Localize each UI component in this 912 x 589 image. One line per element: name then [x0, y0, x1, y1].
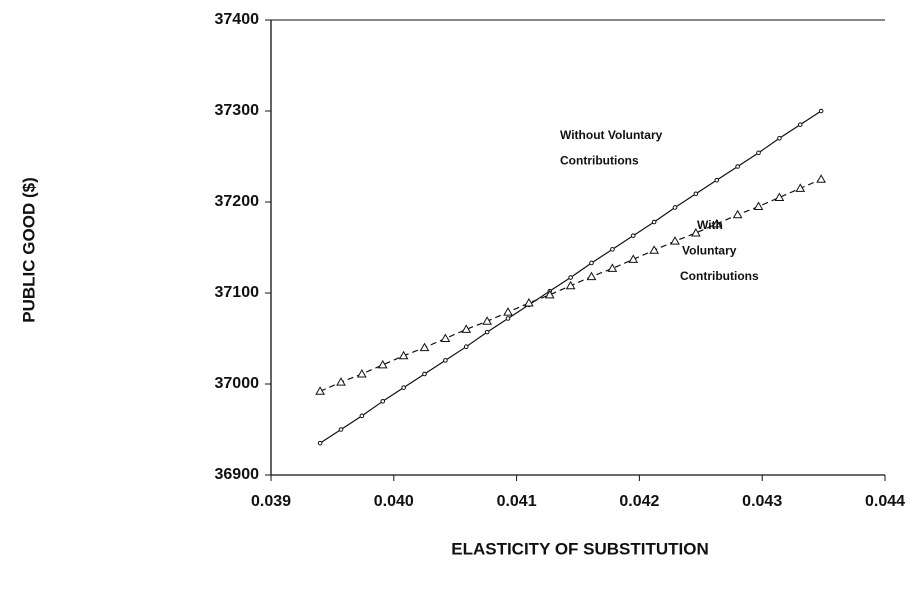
x-tick-label: 0.042	[619, 493, 659, 510]
point	[732, 209, 743, 219]
point	[630, 233, 636, 238]
point	[691, 227, 701, 237]
point	[816, 174, 827, 183]
point	[443, 358, 448, 363]
point	[818, 108, 824, 114]
point	[735, 164, 740, 169]
x-tick-label: 0.039	[251, 493, 291, 510]
point	[756, 150, 761, 156]
y-tick-label: 37300	[215, 102, 260, 119]
annotation: Contributions	[680, 269, 759, 283]
point	[544, 289, 555, 299]
point	[524, 298, 534, 307]
point	[317, 440, 323, 446]
point	[359, 413, 365, 419]
point	[377, 359, 388, 369]
point	[753, 201, 764, 211]
point	[568, 275, 573, 280]
point	[463, 344, 469, 349]
point	[651, 219, 657, 225]
x-tick-label: 0.041	[497, 493, 537, 510]
y-axis-label: PUBLIC GOOD ($)	[19, 177, 38, 322]
x-tick-label: 0.043	[742, 493, 782, 510]
point	[610, 247, 615, 252]
point	[482, 316, 492, 325]
point	[693, 191, 699, 197]
y-tick-label: 37100	[215, 284, 260, 301]
point	[714, 177, 720, 183]
point	[336, 377, 346, 386]
annotation: Contributions	[560, 154, 639, 168]
point	[649, 245, 659, 254]
point	[440, 333, 451, 342]
point	[672, 205, 678, 210]
point	[607, 263, 618, 272]
point	[711, 218, 722, 228]
point	[777, 136, 782, 141]
point	[398, 350, 409, 360]
point	[461, 324, 472, 333]
point	[401, 385, 406, 390]
point	[419, 342, 430, 352]
point	[380, 398, 386, 404]
y-tick-label: 36900	[215, 466, 260, 483]
point	[670, 236, 680, 245]
point	[484, 329, 490, 335]
x-axis-label: ELASTICITY OF SUBSTITUTION	[451, 539, 709, 558]
y-tick-label: 37400	[215, 11, 260, 28]
point	[505, 316, 511, 321]
point	[628, 254, 639, 263]
annotation: With	[697, 218, 723, 232]
point	[422, 371, 427, 377]
point	[797, 122, 803, 127]
point	[315, 386, 325, 395]
annotation: Voluntary	[682, 244, 737, 258]
point	[795, 183, 806, 192]
point	[357, 368, 367, 378]
annotation: Without Voluntary	[560, 128, 663, 142]
y-tick-label: 37200	[215, 193, 260, 210]
point	[338, 427, 344, 432]
point	[774, 192, 785, 201]
point	[565, 280, 576, 290]
x-tick-label: 0.044	[865, 493, 905, 510]
x-tick-label: 0.040	[374, 493, 414, 510]
y-tick-label: 37000	[215, 375, 260, 392]
point	[503, 307, 513, 316]
point	[586, 271, 597, 281]
point	[589, 260, 594, 266]
